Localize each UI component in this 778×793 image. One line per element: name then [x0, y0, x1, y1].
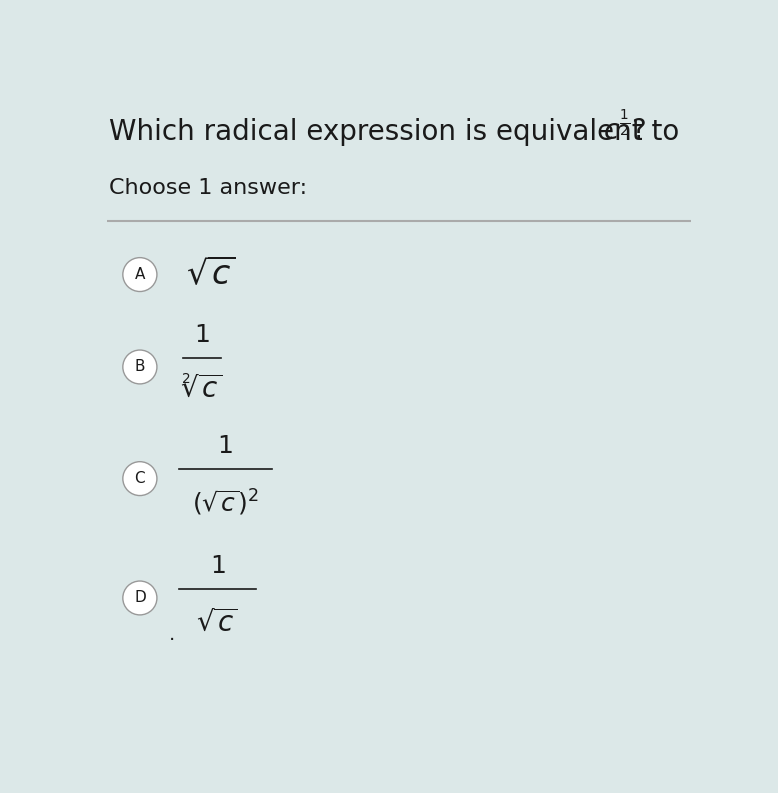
Text: $(\sqrt{\mathit{c}})^2$: $(\sqrt{\mathit{c}})^2$ [191, 488, 258, 519]
Circle shape [123, 462, 157, 496]
Circle shape [123, 258, 157, 292]
Text: B: B [135, 359, 145, 374]
Text: D: D [134, 591, 145, 606]
Text: $\sqrt{\mathit{c}}$: $\sqrt{\mathit{c}}$ [196, 608, 238, 637]
Text: $\mathit{c}^{\frac{1}{2}}$?: $\mathit{c}^{\frac{1}{2}}$? [602, 112, 646, 146]
Circle shape [123, 581, 157, 615]
Text: $\sqrt[2]{\mathit{c}}$: $\sqrt[2]{\mathit{c}}$ [181, 374, 223, 403]
Text: $1$: $1$ [209, 554, 225, 577]
Text: $.$: $.$ [168, 626, 174, 645]
Circle shape [123, 350, 157, 384]
Text: Choose 1 answer:: Choose 1 answer: [109, 178, 307, 197]
Text: $1$: $1$ [194, 323, 210, 347]
Text: C: C [135, 471, 145, 486]
Text: A: A [135, 267, 145, 282]
Text: $\sqrt{\mathit{c}}$: $\sqrt{\mathit{c}}$ [187, 258, 237, 292]
Text: $1$: $1$ [217, 435, 233, 458]
Text: Which radical expression is equivalent to: Which radical expression is equivalent t… [109, 118, 688, 146]
